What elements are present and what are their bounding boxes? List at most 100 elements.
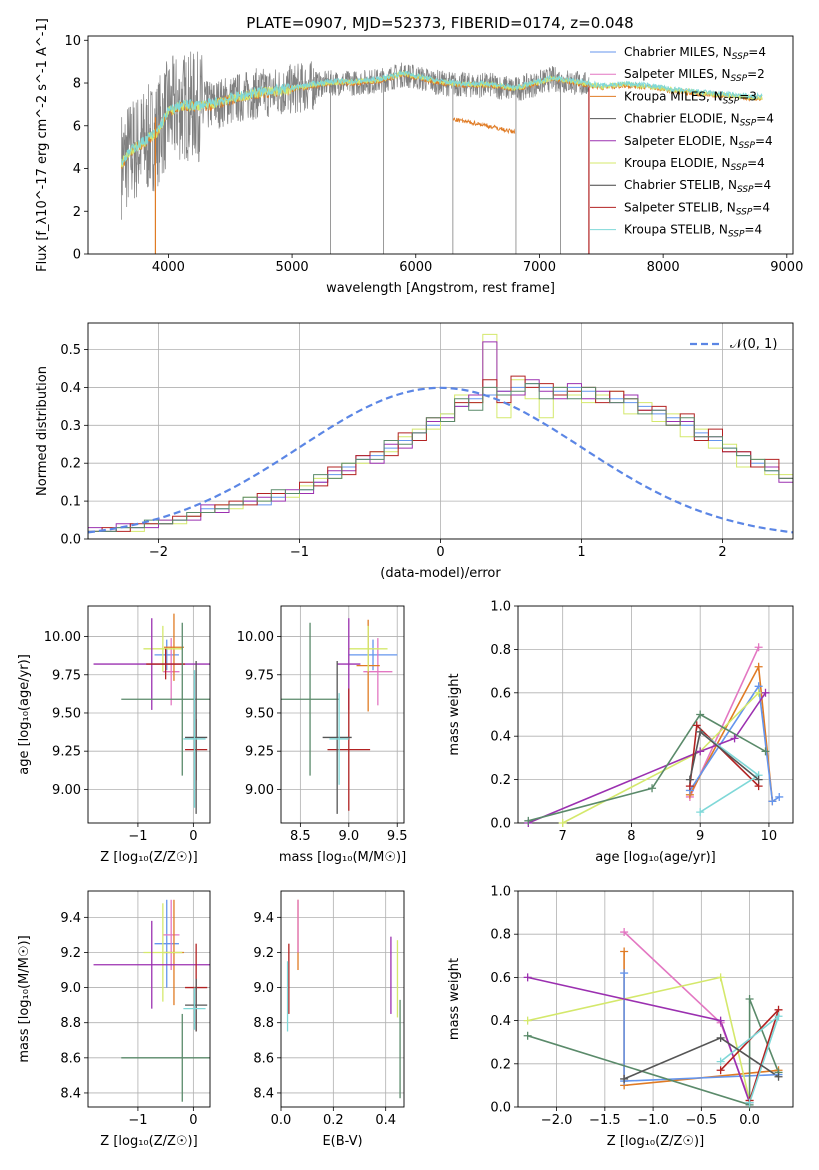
- plus-marker: [716, 1066, 725, 1075]
- x-axis-label: Z [log₁₀(Z/Z☉)]: [100, 1134, 197, 1149]
- y-tick-label: 0.4: [490, 730, 511, 745]
- x-tick-label: 0.4: [375, 1113, 396, 1128]
- y-tick-label: 0.5: [60, 343, 81, 358]
- y-tick-label: 0.2: [490, 1057, 511, 1072]
- axes-frame: [87, 322, 794, 540]
- y-tick-label: 9.50: [52, 706, 81, 721]
- plus-marker: [558, 819, 567, 827]
- panel-weight_vs_Z: −2.0 −1.5 −1.0 −0.5 0.0 0.0 0.2 0.4 0.6 0.8 1.0 Z […: [447, 885, 794, 1149]
- plus-marker: [524, 816, 533, 825]
- x-tick-label: −1.0: [637, 1113, 669, 1128]
- y-tick-label: 9.0: [253, 981, 274, 996]
- x-tick-label: 0: [189, 829, 197, 844]
- y-tick-label: 0.6: [490, 971, 511, 986]
- plot-area: [120, 51, 763, 254]
- y-tick-label: 0.0: [490, 1101, 511, 1116]
- legend-entry: Chabrier ELODIE, NSSP=4: [624, 112, 774, 129]
- y-tick-label: 10.00: [237, 630, 274, 645]
- plot-area: [88, 606, 210, 823]
- y-tick-label: 0.8: [490, 643, 511, 658]
- x-tick-label: 9: [696, 829, 704, 844]
- plus-marker: [761, 747, 770, 756]
- weight-line: [527, 998, 780, 1106]
- x-tick-label: −2: [149, 545, 168, 560]
- y-axis-label: mass weight: [447, 958, 462, 1040]
- y-tick-label: 9.75: [52, 668, 81, 683]
- legend-entry: Kroupa STELIB, NSSP=4: [624, 223, 762, 240]
- x-tick-label: 0.0: [739, 1113, 760, 1128]
- plus-marker: [745, 995, 754, 1003]
- x-axis-label: wavelength [Angstrom, rest frame]: [326, 281, 555, 296]
- x-tick-label: 0.2: [323, 1113, 344, 1128]
- x-axis-label: mass [log₁₀(M/M☉)]: [279, 850, 406, 865]
- plus-marker: [696, 747, 705, 756]
- plus-marker: [620, 969, 629, 978]
- y-tick-label: 0.4: [60, 381, 81, 396]
- x-tick-label: 8000: [647, 260, 680, 275]
- legend-entry: Chabrier MILES, NSSP=4: [624, 45, 766, 62]
- y-axis-label: mass [log₁₀(M/M☉)]: [17, 935, 32, 1062]
- x-tick-label: 2: [718, 545, 726, 560]
- y-tick-label: 8.4: [253, 1086, 274, 1101]
- y-tick-label: 9.75: [245, 668, 274, 683]
- x-tick-label: −0.5: [686, 1113, 718, 1128]
- y-tick-label: 8.6: [60, 1051, 81, 1066]
- legend-entry: Salpeter ELODIE, NSSP=4: [624, 134, 773, 151]
- x-tick-label: 8: [627, 829, 635, 844]
- y-tick-label: 8.8: [60, 1016, 81, 1031]
- weight-line: [528, 713, 766, 822]
- y-tick-label: 0.3: [60, 419, 81, 434]
- histogram-step: [88, 383, 793, 539]
- x-tick-label: 5000: [276, 260, 309, 275]
- panel-mass_vs_ebv: 0.0 0.2 0.4 8.4 8.6 8.8 9.0 9.2 9.4 E(B-V): [253, 890, 405, 1149]
- histogram-step: [88, 375, 793, 539]
- y-tick-label: 0.4: [490, 1014, 511, 1029]
- plus-marker: [754, 643, 763, 652]
- y-tick-label: 9.25: [245, 745, 274, 760]
- y-tick-label: 8.8: [253, 1016, 274, 1031]
- legend-entry: Kroupa ELODIE, NSSP=4: [624, 156, 765, 173]
- axes-frame: [517, 605, 794, 824]
- plus-marker: [761, 688, 770, 697]
- panel-age_vs_mass: 8.5 9.0 9.5 9.00 9.25 9.50 9.75 10.00 mass [log₁…: [237, 605, 408, 865]
- plus-marker: [754, 775, 763, 784]
- y-tick-label: 9.25: [52, 745, 81, 760]
- x-axis-label: Z [log₁₀(Z/Z☉)]: [607, 1134, 704, 1149]
- y-tick-label: 0.2: [490, 773, 511, 788]
- y-tick-label: 0: [73, 248, 81, 263]
- y-tick-label: 9.00: [52, 783, 81, 798]
- plus-marker: [768, 797, 777, 806]
- plus-marker: [745, 1098, 754, 1107]
- x-axis-label: age [log₁₀(age/yr)]: [595, 850, 716, 865]
- x-tick-label: −1: [290, 545, 309, 560]
- y-axis-label: age [log₁₀(age/yr)]: [17, 654, 32, 775]
- panel-weight_vs_age: 7 8 9 10 0.0 0.2 0.4 0.6 0.8 1.0 age [log₁₀(age/yr…: [447, 600, 794, 865]
- x-tick-label: 1: [577, 545, 585, 560]
- histogram-step: [88, 383, 793, 539]
- y-tick-label: 1.0: [490, 600, 511, 615]
- x-tick-label: 8.5: [290, 829, 311, 844]
- plus-marker: [523, 1016, 532, 1025]
- legend-entry: Salpeter MILES, NSSP=2: [624, 67, 765, 84]
- plus-marker: [523, 1031, 532, 1040]
- plus-marker: [716, 1016, 725, 1025]
- plot-area: [281, 891, 404, 1107]
- x-tick-label: 9000: [770, 260, 803, 275]
- panel-mass_vs_Z: −1 0 8.4 8.6 8.8 9.0 9.2 9.4 Z [log₁₀(Z/Z☉)] mass…: [17, 890, 211, 1149]
- normal-curve: [88, 386, 793, 534]
- x-axis-label: E(B-V): [322, 1134, 362, 1149]
- plot-area: [518, 606, 793, 823]
- axes-frame: [87, 35, 794, 255]
- x-tick-label: 7000: [523, 260, 556, 275]
- x-tick-label: −1: [128, 829, 147, 844]
- x-tick-label: −1.5: [589, 1113, 621, 1128]
- y-tick-label: 9.0: [60, 981, 81, 996]
- plus-marker: [620, 947, 629, 956]
- x-tick-label: 0: [436, 545, 444, 560]
- plus-marker: [620, 1074, 629, 1083]
- y-tick-label: 9.2: [253, 946, 274, 961]
- axes-frame: [280, 890, 405, 1108]
- plot-area: [88, 891, 210, 1107]
- y-tick-label: 9.50: [245, 706, 274, 721]
